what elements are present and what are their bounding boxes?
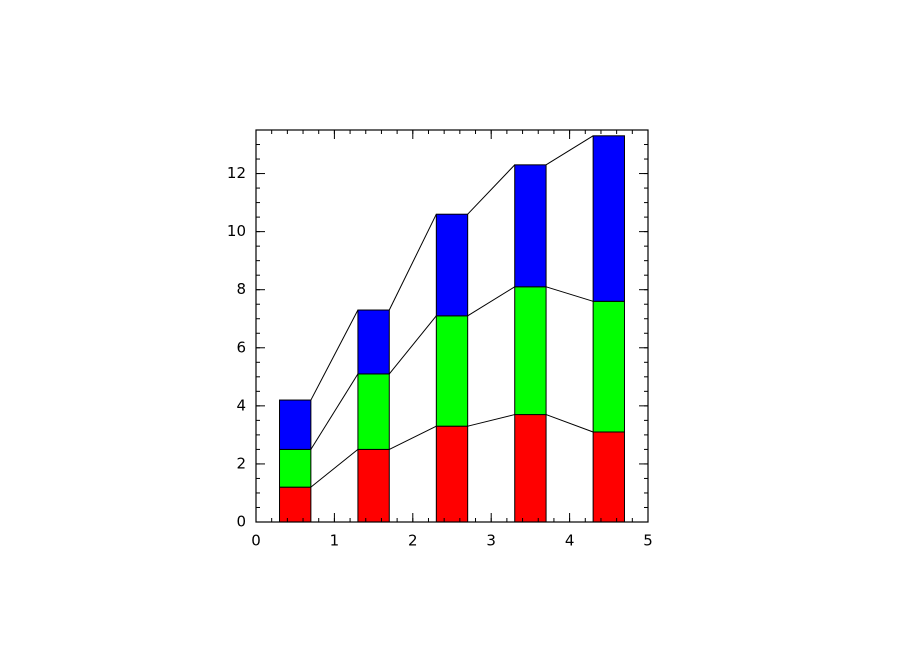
x-tick-label: 0 [251, 532, 261, 550]
y-tick-label: 0 [236, 513, 246, 531]
connector [545, 135, 594, 166]
connector [310, 309, 359, 401]
connector [467, 286, 515, 317]
bar-segment [435, 213, 469, 317]
connector [310, 449, 359, 488]
bar-segment [357, 448, 390, 523]
bar-segment [592, 135, 625, 302]
x-tick-label: 2 [408, 532, 418, 550]
bar-segment [279, 486, 312, 523]
connector [467, 164, 516, 215]
y-tick-label: 12 [227, 164, 246, 182]
bar-segment [592, 300, 625, 433]
y-tick-label: 8 [236, 280, 246, 298]
y-tick-label: 4 [236, 396, 246, 414]
connector [310, 373, 359, 450]
plot-frame [255, 129, 649, 523]
connector [545, 414, 594, 433]
x-tick-label: 1 [330, 532, 340, 550]
connector [388, 213, 437, 311]
connector [389, 425, 437, 450]
bar-segment [435, 315, 469, 427]
bar-segment [357, 309, 390, 375]
bar-segment [279, 448, 312, 488]
bar-segment [435, 425, 469, 523]
bar-segment [357, 373, 390, 450]
connector [545, 286, 594, 302]
y-tick-label: 6 [236, 338, 246, 356]
x-tick-label: 3 [486, 532, 496, 550]
connector [388, 315, 437, 375]
bar-segment [279, 399, 312, 450]
bar-segment [592, 431, 625, 523]
y-tick-label: 10 [227, 222, 246, 240]
x-tick-label: 5 [643, 532, 653, 550]
bar-segment [514, 414, 547, 523]
bar-segment [514, 164, 547, 288]
bar-segment [514, 286, 547, 416]
x-tick-label: 4 [565, 532, 575, 550]
connector [467, 414, 515, 427]
y-tick-label: 2 [236, 454, 246, 472]
